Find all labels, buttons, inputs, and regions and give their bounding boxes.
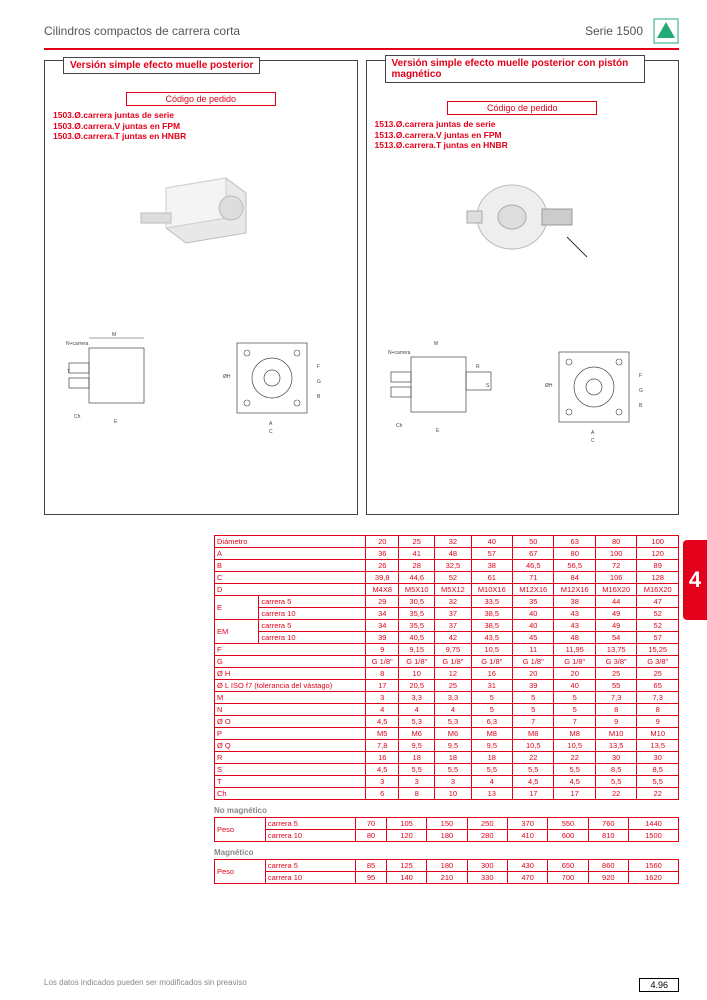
svg-text:ØH: ØH: [545, 383, 553, 389]
technical-drawings: M N+carrera R S E Ch F G: [375, 307, 671, 467]
codigo-bar: Código de pedido: [447, 101, 597, 115]
code-line: 1503.Ø.carrera.V juntas en FPM: [53, 121, 349, 132]
product-render: [53, 148, 349, 268]
svg-text:G: G: [317, 379, 321, 385]
svg-text:Ch: Ch: [74, 414, 81, 420]
code-line: 1503.Ø.carrera juntas de serie: [53, 110, 349, 121]
page-title: Cilindros compactos de carrera corta: [44, 24, 240, 38]
svg-text:A: A: [591, 430, 595, 436]
svg-text:M: M: [112, 332, 116, 338]
svg-text:F: F: [317, 364, 320, 370]
variant-title: Versión simple efecto muelle posterior: [63, 57, 260, 74]
svg-text:M: M: [434, 341, 438, 347]
page-number: 4.96: [639, 978, 679, 992]
svg-text:R: R: [476, 364, 480, 370]
code-line: 1513.Ø.carrera.V juntas en FPM: [375, 130, 671, 141]
svg-text:A: A: [269, 421, 273, 427]
weight-table-m: Pesocarrera 5851251803004306508601560car…: [214, 859, 679, 884]
sub-header: Magnético: [214, 848, 679, 857]
svg-text:B: B: [639, 403, 643, 409]
svg-text:S: S: [486, 383, 490, 389]
variant-box-right: Versión simple efecto muelle posterior c…: [366, 60, 680, 515]
svg-text:B: B: [317, 394, 321, 400]
svg-text:N+carrera: N+carrera: [388, 350, 411, 356]
order-codes: 1503.Ø.carrera juntas de serie 1503.Ø.ca…: [53, 110, 349, 142]
footer-note: Los datos indicados pueden ser modificad…: [44, 978, 247, 992]
product-render: [375, 157, 671, 277]
weight-table-nm: Pesocarrera 5701051502503705507601440car…: [214, 817, 679, 842]
dimension-tables: Diámetro20253240506380100A36414857678010…: [44, 535, 679, 884]
svg-text:ØH: ØH: [223, 374, 231, 380]
svg-text:N+carrera: N+carrera: [66, 341, 89, 347]
variant-title: Versión simple efecto muelle posterior c…: [385, 55, 645, 83]
svg-text:C: C: [591, 438, 595, 442]
code-line: 1503.Ø.carrera.T juntas en HNBR: [53, 131, 349, 142]
code-line: 1513.Ø.carrera.T juntas en HNBR: [375, 140, 671, 151]
svg-text:E: E: [114, 419, 118, 425]
technical-drawings: M N+carrera E Ch T F G B: [53, 298, 349, 458]
section-tab: 4: [683, 540, 707, 620]
sub-header: No magnético: [214, 806, 679, 815]
codigo-bar: Código de pedido: [126, 92, 276, 106]
serie-label: Serie 1500: [585, 24, 643, 38]
brand-logo-icon: [653, 18, 679, 44]
svg-text:Ch: Ch: [396, 423, 403, 429]
divider: [44, 48, 679, 50]
code-line: 1513.Ø.carrera juntas de serie: [375, 119, 671, 130]
page-footer: Los datos indicados pueden ser modificad…: [0, 978, 707, 992]
dimension-table: Diámetro20253240506380100A36414857678010…: [214, 535, 679, 800]
svg-text:F: F: [639, 373, 642, 379]
order-codes: 1513.Ø.carrera juntas de serie 1513.Ø.ca…: [375, 119, 671, 151]
svg-text:T: T: [67, 369, 70, 375]
svg-text:C: C: [269, 429, 273, 433]
variant-box-left: Versión simple efecto muelle posterior C…: [44, 60, 358, 515]
svg-text:G: G: [639, 388, 643, 394]
svg-text:E: E: [436, 428, 440, 434]
page-header: Cilindros compactos de carrera corta Ser…: [44, 18, 679, 44]
